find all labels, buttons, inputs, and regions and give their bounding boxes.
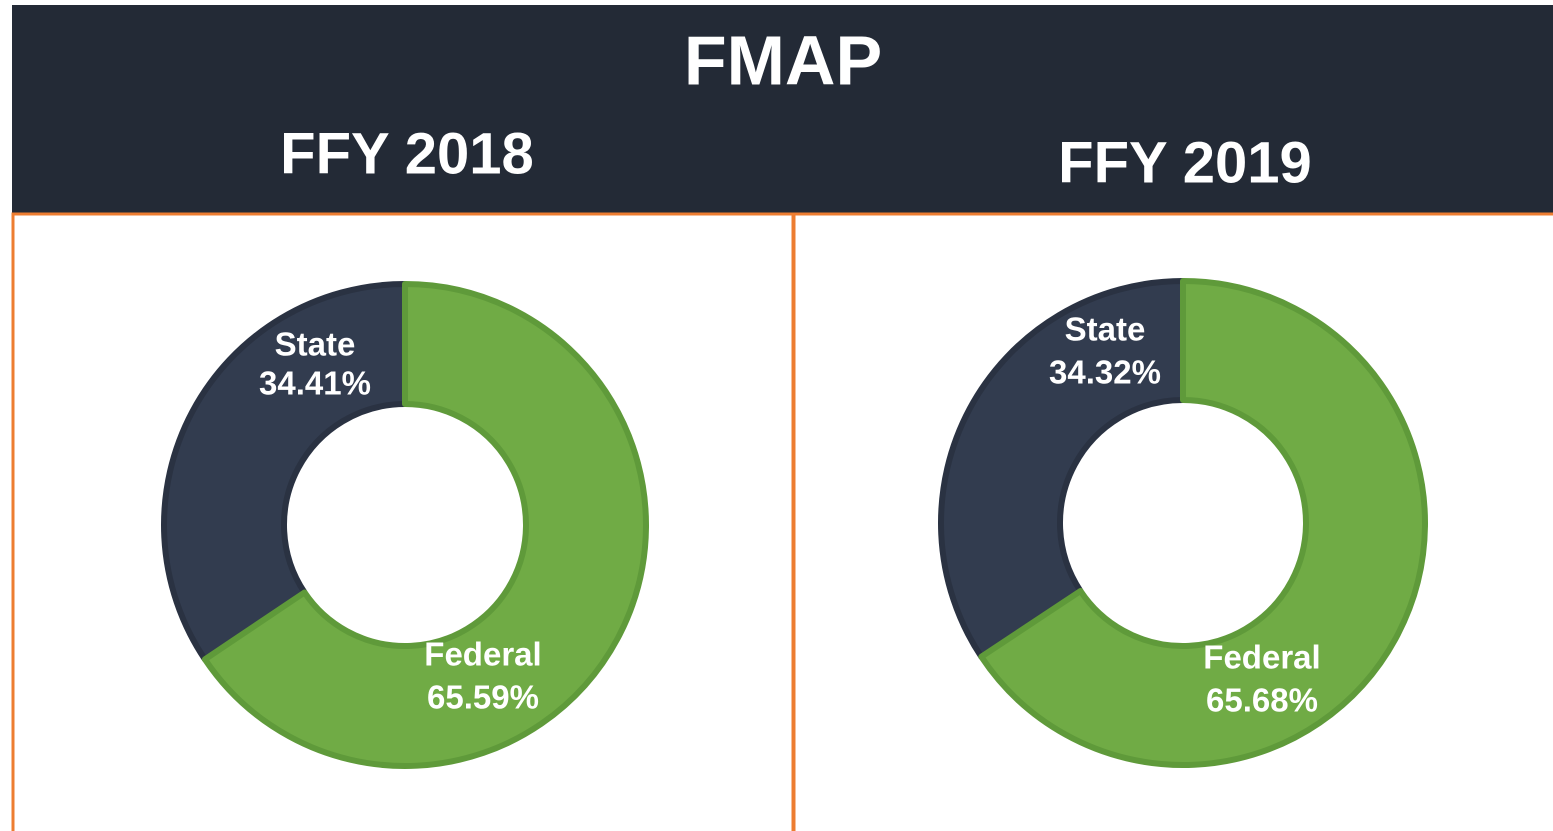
donut-slice xyxy=(978,278,1428,768)
slice-category-label: Federal xyxy=(1203,639,1320,676)
chart-subtitle: FFY 2019 xyxy=(1058,130,1312,195)
page-title: FMAP xyxy=(684,21,882,99)
donut-slice xyxy=(938,278,1186,660)
slice-category-label: State xyxy=(1065,311,1146,348)
donut-slice xyxy=(201,281,649,769)
panel-border xyxy=(792,212,1553,831)
donut-slice xyxy=(161,281,408,663)
slice-value-label: 34.41% xyxy=(259,365,371,402)
header-band xyxy=(12,5,1553,213)
slice-category-label: State xyxy=(275,326,356,363)
slice-value-label: 34.32% xyxy=(1049,354,1161,391)
chart-subtitle: FFY 2018 xyxy=(280,121,534,186)
slice-value-label: 65.59% xyxy=(427,679,539,716)
slice-value-label: 65.68% xyxy=(1206,682,1318,719)
slice-category-label: Federal xyxy=(424,636,541,673)
